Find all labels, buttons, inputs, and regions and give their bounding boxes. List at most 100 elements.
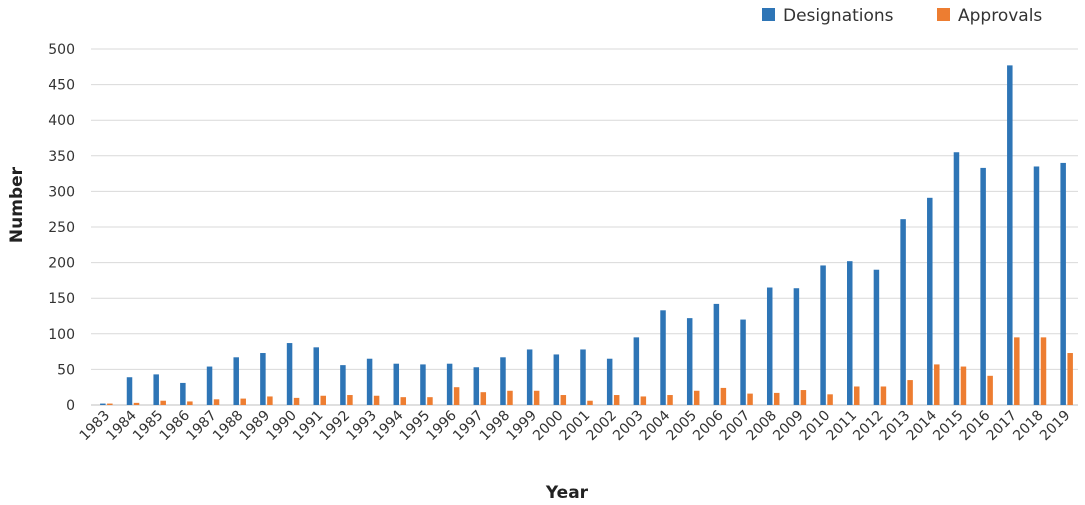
x-tick-label: 1995 [397,408,434,445]
x-tick-label: 1993 [343,408,380,445]
bar-designations-2004 [660,310,666,405]
bar-designations-1989 [260,353,266,405]
legend-label-designations: Designations [783,6,894,26]
bar-designations-2014 [927,197,933,405]
x-tick-label: 2009 [770,408,807,445]
bar-approvals-2000 [560,395,567,405]
bar-approvals-1985 [160,400,166,405]
bar-approvals-2015 [960,366,967,405]
bar-designations-2000 [553,354,560,405]
bar-approvals-2019 [1067,353,1073,405]
bar-approvals-1995 [427,397,433,405]
y-tick-label: 0 [66,398,75,414]
bar-approvals-2002 [613,395,620,405]
x-tick-label: 2019 [1037,408,1074,445]
x-tick-label: 2016 [957,407,994,444]
x-tick-label: 2010 [797,408,834,445]
x-tick-label: 2017 [984,408,1021,445]
x-tick-label: 1991 [290,408,327,445]
bar-approvals-2016 [987,375,993,405]
bar-designations-2019 [1060,162,1066,405]
x-tick-label: 2012 [850,408,887,445]
bar-approvals-1992 [347,395,353,405]
legend-swatch-approvals [937,8,950,21]
bar-approvals-2018 [1040,337,1047,405]
bar-approvals-1983 [107,403,113,405]
x-tick-label: 2006 [690,407,727,444]
x-tick-label: 2001 [557,408,594,445]
x-axis-ticks: 1983198419851986198719881989199019911992… [77,407,1074,444]
bar-designations-2017 [1007,65,1013,405]
x-tick-label: 1994 [370,407,407,444]
bar-approvals-2004 [667,395,673,405]
x-tick-label: 2008 [744,408,781,445]
x-tick-label: 2011 [824,408,861,445]
x-tick-label: 1998 [477,408,514,445]
x-tick-label: 2000 [530,408,567,445]
y-tick-label: 350 [48,149,75,165]
bar-designations-1992 [340,365,346,405]
bar-approvals-2001 [587,400,593,405]
bar-designations-2012 [873,269,880,405]
bar-approvals-2007 [747,393,753,405]
bar-designations-1994 [393,363,400,405]
bar-approvals-1994 [400,397,407,405]
bars [100,65,1073,405]
x-tick-label: 1988 [210,408,247,445]
y-tick-label: 100 [48,327,75,343]
bar-approvals-2005 [693,390,700,405]
bar-designations-1985 [153,374,159,405]
x-tick-label: 1986 [157,407,194,444]
y-tick-label: 450 [48,78,75,94]
x-tick-label: 1983 [77,408,114,445]
y-axis-title: Number [7,166,27,243]
x-tick-label: 1987 [183,408,220,445]
bar-approvals-2006 [720,387,727,405]
x-tick-label: 1990 [263,408,300,445]
bar-approvals-2009 [800,390,807,405]
legend: Designations Approvals [762,6,1042,26]
legend-swatch-designations [762,8,775,21]
bar-designations-2001 [580,349,586,405]
bar-designations-2007 [740,319,746,405]
y-axis-ticks: 0 50 100 150 200 250 300 350 400 450 500 [48,42,75,414]
bar-designations-2011 [847,261,853,405]
bar-approvals-1997 [480,392,487,405]
y-tick-label: 50 [57,362,75,378]
bar-approvals-1986 [187,401,193,405]
x-tick-label: 2014 [904,407,941,444]
bar-designations-1995 [420,364,426,405]
y-tick-label: 250 [48,220,75,236]
bar-designations-2016 [980,167,986,405]
bar-approvals-1989 [267,396,273,405]
y-tick-label: 400 [48,113,75,129]
bar-designations-1996 [446,363,453,405]
bar-designations-2018 [1033,166,1040,405]
bar-designations-1999 [526,349,533,405]
bar-designations-2013 [900,219,906,405]
bar-designations-1993 [366,358,373,405]
bar-designations-2002 [606,358,613,405]
bar-designations-2005 [686,318,693,405]
bar-approvals-1990 [293,397,300,405]
bar-designations-1991 [313,347,319,405]
bar-approvals-2008 [773,392,780,405]
x-axis-title: Year [545,483,589,503]
bar-approvals-1988 [240,398,246,405]
bar-approvals-2003 [640,396,647,405]
bar-approvals-1984 [133,402,140,405]
bar-designations-2003 [633,337,640,405]
x-tick-label: 2002 [583,408,620,445]
bar-designations-1990 [286,343,293,405]
y-tick-label: 300 [48,184,75,200]
bar-approvals-1998 [507,390,513,405]
bar-approvals-1993 [373,395,380,405]
bar-approvals-2014 [934,364,940,405]
bar-designations-1986 [180,382,186,405]
bar-approvals-1991 [320,395,326,405]
bar-designations-1997 [473,367,480,405]
x-tick-label: 2007 [717,408,754,445]
x-tick-label: 1996 [423,407,460,444]
x-tick-label: 1989 [237,408,274,445]
